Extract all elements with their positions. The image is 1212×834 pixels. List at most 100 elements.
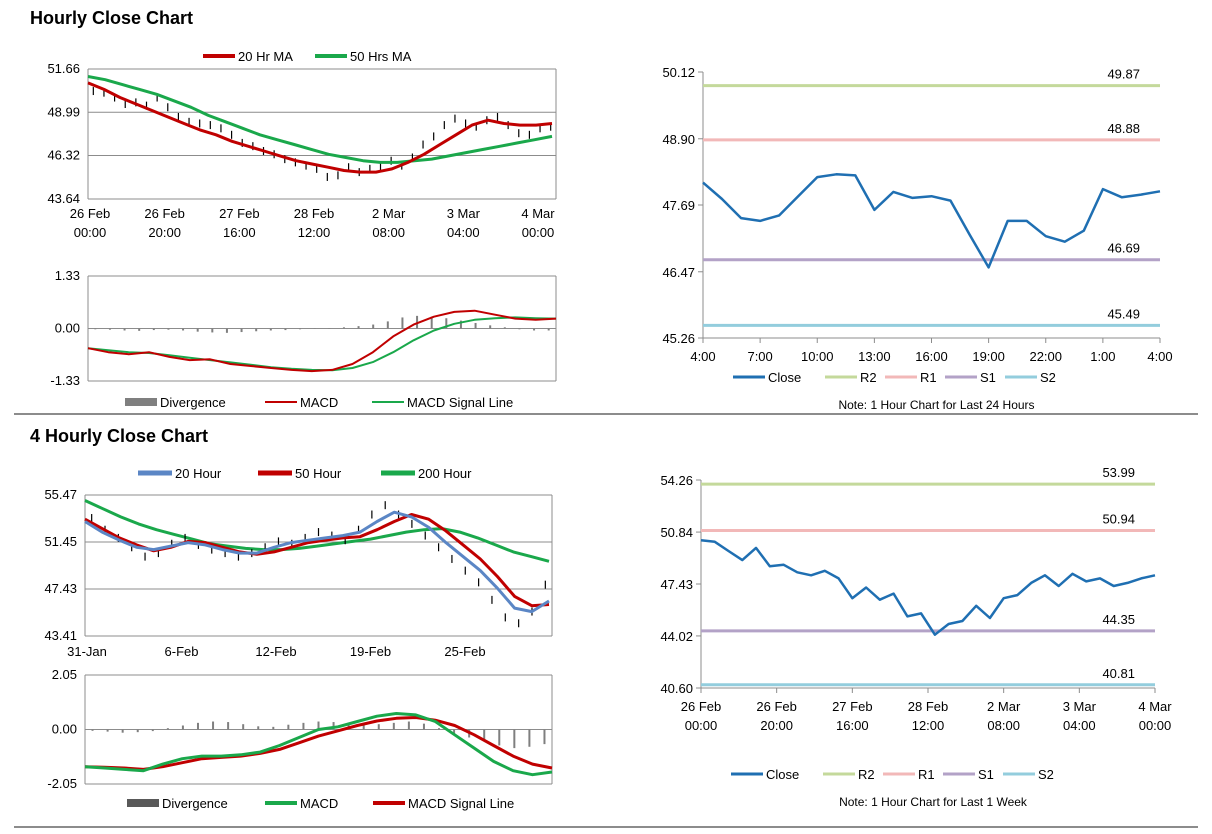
hourly-price-x-tick: 12:00 — [298, 225, 331, 240]
hourly-macd-chart: 1.33 0.00 -1.33 Divergence MACD MACD Signal L… — [50, 268, 557, 410]
s2-legend-label: S2 — [1038, 767, 1054, 782]
hourly-price-x-tick: 27 Feb — [219, 206, 259, 221]
level-chart-y-tick: 50.12 — [662, 65, 695, 80]
hourly-price-chart: 20 Hr MA 50 Hrs MA51.6648.9946.3243.6426 … — [47, 49, 557, 240]
ma20-line — [84, 510, 550, 614]
hourly-macd-y-tick: -1.33 — [50, 373, 80, 388]
s1-level-label: 44.35 — [1102, 612, 1135, 627]
level-chart-x-tick: 1:00 — [1090, 349, 1115, 364]
level-chart-x-tick: 16:00 — [915, 349, 948, 364]
level-chart-x-tick: 20:00 — [760, 718, 793, 733]
ma200-hour-legend-label: 200 Hour — [418, 466, 472, 481]
hourly-price-x-tick: 04:00 — [447, 225, 480, 240]
level-chart-y-tick: 46.47 — [662, 265, 695, 280]
level-chart-x-tick: 19:00 — [972, 349, 1005, 364]
hourly-price-x-tick: 08:00 — [372, 225, 405, 240]
four-hourly-x-tick: 25-Feb — [444, 644, 485, 659]
hourly-price-x-tick: 3 Mar — [447, 206, 481, 221]
level-chart-x-tick: 7:00 — [747, 349, 772, 364]
hourly-price-x-tick: 26 Feb — [70, 206, 110, 221]
level-chart-x-tick: 10:00 — [801, 349, 834, 364]
four-hourly-price-y-tick: 51.45 — [44, 534, 77, 549]
four-hourly-x-tick: 6-Feb — [165, 644, 199, 659]
hourly-price-x-tick: 26 Feb — [144, 206, 184, 221]
hourly-price-x-tick: 00:00 — [74, 225, 107, 240]
close-legend-label: Close — [766, 767, 799, 782]
four-hourly-price-y-tick: 47.43 — [44, 581, 77, 596]
r1-level-label: 48.88 — [1107, 121, 1140, 136]
four-hourly-macd-y-tick: 0.00 — [52, 722, 77, 737]
level-chart-x-tick: 4 Mar — [1138, 699, 1172, 714]
hourly-price-y-tick: 43.64 — [47, 191, 80, 206]
level-chart-x-tick: 4:00 — [690, 349, 715, 364]
level-chart-y-tick: 40.60 — [660, 681, 693, 696]
level-chart-x-tick: 16:00 — [836, 718, 869, 733]
level-chart-y-tick: 54.26 — [660, 473, 693, 488]
level-chart-x-tick: 2 Mar — [987, 699, 1021, 714]
level-chart-x-tick: 26 Feb — [681, 699, 721, 714]
ma50-line — [87, 75, 553, 164]
chart-note: Note: 1 Hour Chart for Last 1 Week — [839, 795, 1028, 809]
level-chart-x-tick: 4:00 — [1147, 349, 1172, 364]
hourly-price-x-tick: 16:00 — [223, 225, 256, 240]
level-chart-y-tick: 44.02 — [660, 629, 693, 644]
r2-legend-label: R2 — [858, 767, 875, 782]
signal-legend-label: MACD Signal Line — [408, 796, 514, 811]
four-hourly-x-tick: 31-Jan — [67, 644, 107, 659]
r1-level-label: 50.94 — [1102, 512, 1135, 527]
section-title-hourly: Hourly Close Chart — [30, 8, 194, 28]
divergence-legend-label: Divergence — [162, 796, 228, 811]
signal-line — [87, 316, 557, 372]
chart-note: Note: 1 Hour Chart for Last 24 Hours — [838, 398, 1034, 412]
level-chart-x-tick: 12:00 — [912, 718, 945, 733]
close-legend-label: Close — [768, 370, 801, 385]
level-chart-x-tick: 28 Feb — [908, 699, 948, 714]
r2-legend-label: R2 — [860, 370, 877, 385]
hourly-price-x-tick: 28 Feb — [294, 206, 334, 221]
ma50-hour-legend-label: 50 Hour — [295, 466, 342, 481]
hourly-macd-y-tick: 1.33 — [55, 268, 80, 283]
level-chart-x-tick: 3 Mar — [1063, 699, 1097, 714]
level-chart-y-tick: 48.90 — [662, 132, 695, 147]
four-hourly-price-y-tick: 55.47 — [44, 487, 77, 502]
r2-level-label: 49.87 — [1107, 67, 1140, 82]
s2-level-label: 40.81 — [1102, 666, 1135, 681]
four-hourly-price-chart: 20 Hour 50 Hour 200 Hour 55.47 51.45 47.43 43.… — [44, 466, 553, 659]
ma50-legend-label: 50 Hrs MA — [350, 49, 412, 64]
four-hourly-macd-y-tick: -2.05 — [47, 776, 77, 791]
r1-legend-label: R1 — [920, 370, 937, 385]
s2-legend-label: S2 — [1040, 370, 1056, 385]
ma20-hour-legend-label: 20 Hour — [175, 466, 222, 481]
four-hourly-macd-chart: 2.05 0.00 -2.05 Divergence MACD MACD Signal L… — [47, 667, 553, 811]
level-chart-x-tick: 08:00 — [987, 718, 1020, 733]
ma20-line — [87, 81, 553, 174]
level-chart-x-tick: 00:00 — [685, 718, 718, 733]
level-chart-y-tick: 47.43 — [660, 577, 693, 592]
hourly-price-y-tick: 46.32 — [47, 148, 80, 163]
divergence-legend-label: Divergence — [160, 395, 226, 410]
signal-line — [84, 716, 553, 771]
s1-legend-label: S1 — [980, 370, 996, 385]
macd-legend-label: MACD — [300, 796, 338, 811]
section-divider — [14, 413, 1198, 415]
hourly-levels-chart: 50.12 48.90 47.69 46.47 45.26 49.87 48.88 46.69… — [662, 65, 1172, 412]
r1-legend-label: R1 — [918, 767, 935, 782]
hourly-price-x-tick: 4 Mar — [521, 206, 555, 221]
level-chart-x-tick: 22:00 — [1029, 349, 1062, 364]
hourly-price-y-tick: 51.66 — [47, 61, 80, 76]
level-chart-x-tick: 13:00 — [858, 349, 891, 364]
four-hourly-x-tick: 19-Feb — [350, 644, 391, 659]
level-chart-y-tick: 50.84 — [660, 525, 693, 540]
four-hourly-price-y-tick: 43.41 — [44, 628, 77, 643]
ma200-line — [84, 499, 550, 563]
four-hourly-levels-chart: 54.26 50.84 47.43 44.02 40.60 53.99 50.94 44.35… — [660, 465, 1172, 809]
hourly-price-x-tick: 20:00 — [148, 225, 181, 240]
hourly-price-y-tick: 48.99 — [47, 104, 80, 119]
close-line — [702, 173, 1161, 269]
section-divider-bottom — [14, 826, 1198, 828]
four-hourly-macd-y-tick: 2.05 — [52, 667, 77, 682]
s1-legend-label: S1 — [978, 767, 994, 782]
hourly-macd-y-tick: 0.00 — [55, 321, 80, 336]
level-chart-x-tick: 26 Feb — [756, 699, 796, 714]
level-chart-y-tick: 47.69 — [662, 198, 695, 213]
